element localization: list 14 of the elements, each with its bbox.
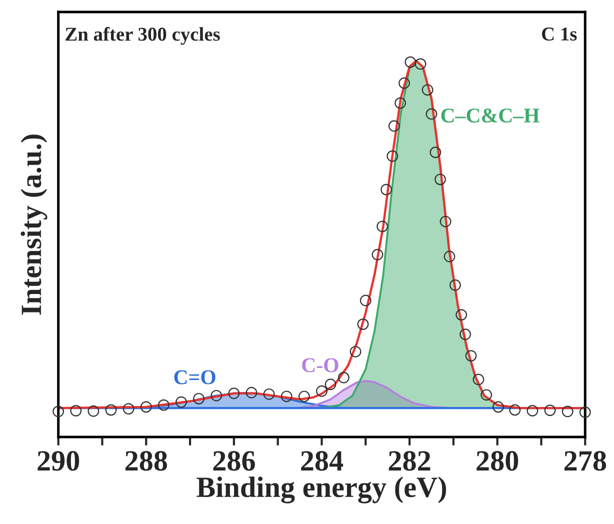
x-tick-label: 288 bbox=[125, 451, 168, 471]
text: C 1s bbox=[542, 28, 577, 41]
x-tick-label: 278 bbox=[564, 451, 606, 471]
series-label: C-O bbox=[302, 358, 338, 372]
y-axis-title: Intensity (a.u.) bbox=[20, 134, 48, 315]
x-tick-label: 282 bbox=[388, 451, 430, 471]
x-tick-label: 280 bbox=[476, 451, 518, 471]
x-tick-label: 286 bbox=[213, 451, 255, 471]
series-label: C=O bbox=[174, 370, 216, 384]
x-axis-title: Binding energy (eV) bbox=[196, 476, 446, 504]
x-tick-label: 284 bbox=[301, 451, 344, 471]
series-label: C–C&C–H bbox=[441, 108, 540, 123]
chart-title: Zn after 300 cycles bbox=[66, 26, 220, 45]
x-tick-label: 290 bbox=[38, 451, 80, 471]
